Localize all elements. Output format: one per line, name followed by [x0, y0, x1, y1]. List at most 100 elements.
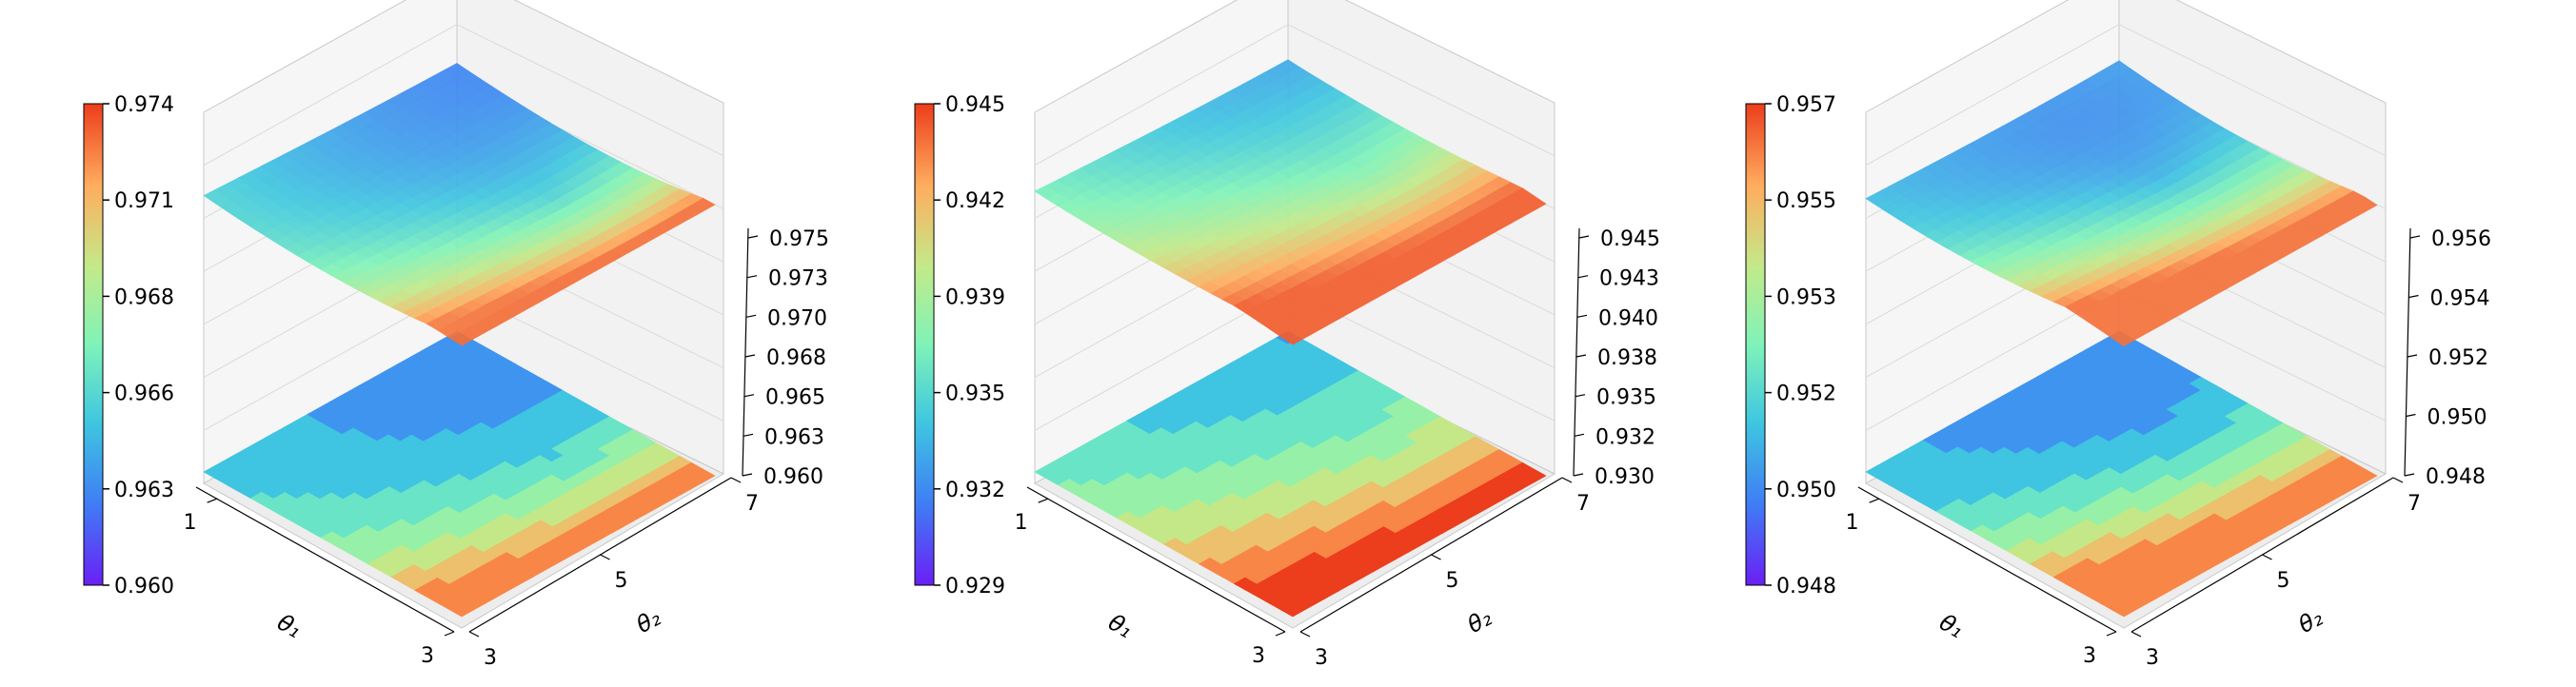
z-tick-label: 0.945	[1600, 227, 1660, 251]
theta2-tick	[468, 631, 480, 638]
z-tick	[1577, 275, 1589, 279]
theta1-tick-label: 3	[1252, 644, 1265, 668]
gridline	[1287, 24, 1556, 157]
theta2-tick	[730, 477, 742, 483]
theta2-tick	[1299, 631, 1311, 638]
colorbar-tick-label: 0.974	[114, 93, 174, 117]
z-tick	[747, 235, 759, 239]
z-tick	[1576, 314, 1588, 318]
z-tick-label: 0.965	[765, 386, 825, 410]
chart-panel-2: CAMO0.9450.9420.9390.9350.9320.92913357θ…	[914, 0, 1660, 670]
z-tick	[1578, 235, 1590, 239]
theta2-tick-label: 7	[745, 492, 759, 516]
z-tick	[1575, 394, 1586, 398]
contour-cell	[1521, 468, 1547, 483]
z-tick-label: 0.970	[767, 306, 827, 330]
colorbar-tick-label: 0.950	[1776, 479, 1836, 502]
colorbar-tick-label: 0.963	[114, 479, 174, 502]
z-tick-label: 0.956	[2431, 227, 2491, 251]
z-tick	[1575, 354, 1587, 358]
z-tick-label: 0.930	[1595, 465, 1655, 489]
chart-panel-1: CHAMELEON0.9740.9710.9680.9660.9630.9601…	[83, 0, 829, 670]
surface	[1034, 59, 1547, 345]
z-tick	[2406, 413, 2416, 418]
z-tick-label: 0.943	[1599, 267, 1659, 291]
theta2-tick	[2130, 631, 2142, 638]
theta1-tick	[1869, 498, 1879, 503]
theta1-tick-label: 1	[1846, 511, 1859, 535]
theta2-axis-label: θ₂	[1463, 604, 1496, 638]
z-tick	[745, 314, 757, 318]
colorbar-tick-label: 0.955	[1776, 189, 1836, 213]
z-tick-label: 0.948	[2426, 465, 2486, 489]
theta2-tick	[2262, 554, 2272, 560]
z-tick-label: 0.952	[2428, 346, 2488, 370]
theta2-tick-label: 5	[2277, 569, 2290, 593]
theta1-tick-label: 3	[2083, 644, 2096, 668]
theta2-tick	[1431, 554, 1441, 560]
theta1-tick-label: 3	[421, 644, 434, 668]
theta2-tick-label: 5	[615, 569, 628, 593]
z-tick	[744, 354, 756, 358]
z-tick-label: 0.940	[1598, 306, 1658, 330]
colorbar-tick-label: 0.945	[945, 93, 1005, 117]
gridline	[2118, 24, 2387, 157]
colorbar-tick-label: 0.960	[114, 575, 174, 599]
contour-floor	[203, 330, 716, 618]
z-tick	[743, 394, 755, 398]
theta1-axis	[1857, 486, 2117, 633]
z-tick-label: 0.963	[764, 425, 824, 449]
colorbar-tick-label: 0.948	[1776, 575, 1836, 599]
z-tick-label: 0.938	[1597, 346, 1657, 370]
contour-floor	[1034, 330, 1547, 618]
z-tick	[1574, 433, 1585, 437]
z-tick-label: 0.950	[2427, 406, 2487, 430]
z-tick-label: 0.973	[768, 267, 828, 291]
chart-panel-3: COD10K0.9570.9550.9530.9520.9500.9481335…	[1745, 0, 2491, 670]
theta1-axis-label: θ₁	[1934, 609, 1968, 643]
theta1-tick-label: 1	[184, 511, 197, 535]
colorbar-tick-label: 0.935	[945, 383, 1005, 406]
colorbar-tick-label: 0.939	[945, 285, 1005, 309]
theta2-tick	[1561, 477, 1573, 483]
colorbar-tick-label: 0.952	[1776, 383, 1836, 406]
colorbar-tick-label: 0.942	[945, 189, 1005, 213]
colorbar-tick-label: 0.929	[945, 575, 1005, 599]
theta2-tick-label: 7	[2408, 492, 2421, 516]
z-tick-label: 0.954	[2430, 287, 2490, 311]
surface-cell	[1522, 195, 1547, 211]
z-tick	[2404, 473, 2415, 477]
contour-floor	[1865, 330, 2378, 618]
z-tick	[1573, 473, 1584, 477]
z-tick-label: 0.968	[766, 346, 826, 370]
theta1-tick-label: 1	[1015, 511, 1028, 535]
theta1-tick	[1275, 631, 1286, 637]
contour-cell	[2352, 468, 2378, 483]
gridline	[203, 24, 458, 167]
colorbar-tick-label: 0.971	[114, 189, 174, 213]
theta1-tick	[207, 498, 217, 503]
theta2-tick-label: 3	[484, 646, 497, 670]
z-axis	[742, 227, 749, 477]
theta1-tick	[444, 631, 455, 637]
theta2-tick-label: 3	[1315, 646, 1328, 670]
z-tick-label: 0.932	[1595, 425, 1655, 449]
colorbar	[914, 103, 935, 586]
z-tick	[743, 433, 754, 437]
theta2-tick	[2392, 477, 2404, 483]
z-tick	[2408, 294, 2419, 299]
colorbar	[83, 103, 104, 586]
colorbar-tick-label: 0.957	[1776, 93, 1836, 117]
theta1-axis-label: θ₁	[272, 609, 306, 643]
surface-cell	[2353, 196, 2378, 212]
theta2-axis-label: θ₂	[632, 604, 665, 638]
gridline	[1034, 24, 1289, 167]
z-tick-label: 0.960	[763, 465, 823, 489]
gridline	[456, 24, 724, 157]
theta2-tick	[600, 554, 610, 560]
theta2-tick-label: 7	[1576, 492, 1590, 516]
theta1-tick	[1038, 498, 1048, 503]
surface	[203, 63, 716, 346]
colorbar-tick-label: 0.968	[114, 285, 174, 309]
colorbar-tick-label: 0.953	[1776, 285, 1836, 309]
